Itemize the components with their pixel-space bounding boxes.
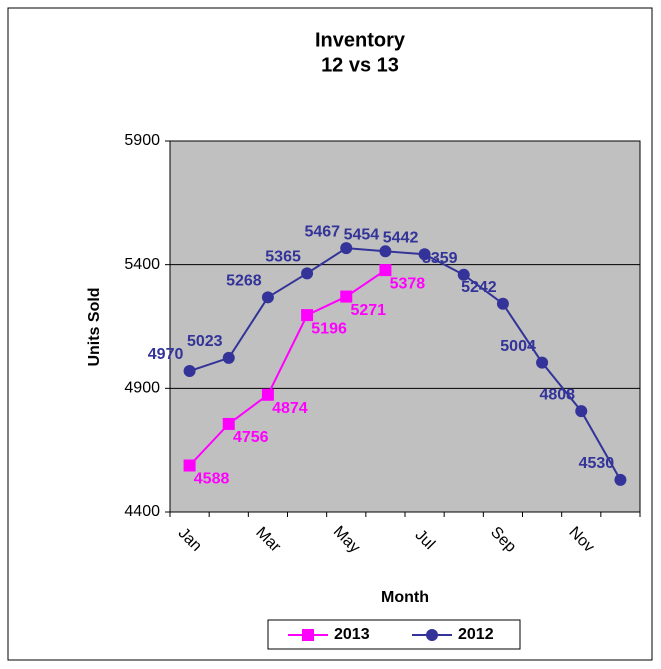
data-label: 5378 (390, 275, 426, 292)
data-label: 4874 (272, 400, 308, 417)
data-label: 5454 (344, 227, 380, 244)
chart-subtitle: 12 vs 13 (321, 54, 399, 76)
marker (301, 267, 314, 280)
marker (261, 388, 274, 401)
marker (379, 245, 392, 258)
marker (301, 309, 314, 322)
plot-area (170, 141, 640, 512)
marker (614, 473, 627, 486)
marker (302, 629, 314, 641)
marker (418, 248, 431, 261)
y-tick-label: 4900 (124, 380, 160, 397)
data-label: 5271 (350, 302, 386, 319)
marker (340, 242, 353, 255)
data-label: 5359 (422, 250, 458, 267)
x-axis-label: Month (381, 589, 429, 606)
marker (340, 290, 353, 303)
marker (575, 405, 588, 418)
series-line (188, 269, 386, 467)
marker (183, 459, 196, 472)
data-label: 5442 (383, 229, 419, 246)
data-label: 5004 (500, 338, 536, 355)
marker (426, 629, 438, 641)
legend-label: 2012 (458, 626, 494, 643)
data-label: 5467 (304, 223, 340, 240)
data-label: 5365 (265, 249, 301, 266)
chart-title: Inventory (315, 29, 406, 51)
legend-label: 2013 (334, 626, 370, 643)
marker (222, 417, 235, 430)
data-label: 4970 (148, 346, 184, 363)
data-label: 4756 (233, 429, 269, 446)
y-tick-label: 4400 (124, 503, 160, 520)
marker (379, 264, 392, 277)
marker (496, 297, 509, 310)
marker (261, 291, 274, 304)
data-label: 5268 (226, 273, 262, 290)
data-label: 4530 (579, 455, 615, 472)
y-tick-label: 5900 (124, 132, 160, 149)
y-tick-label: 5400 (124, 256, 160, 273)
marker (457, 268, 470, 281)
marker (536, 356, 549, 369)
series-line (189, 247, 622, 481)
data-label: 5196 (311, 320, 347, 337)
data-label: 4588 (194, 471, 230, 488)
data-label: 5242 (461, 279, 497, 296)
data-label: 5023 (187, 333, 223, 350)
marker (183, 365, 196, 378)
marker (222, 351, 235, 364)
data-label: 4808 (539, 386, 575, 403)
y-axis-label: Units Sold (86, 287, 103, 366)
